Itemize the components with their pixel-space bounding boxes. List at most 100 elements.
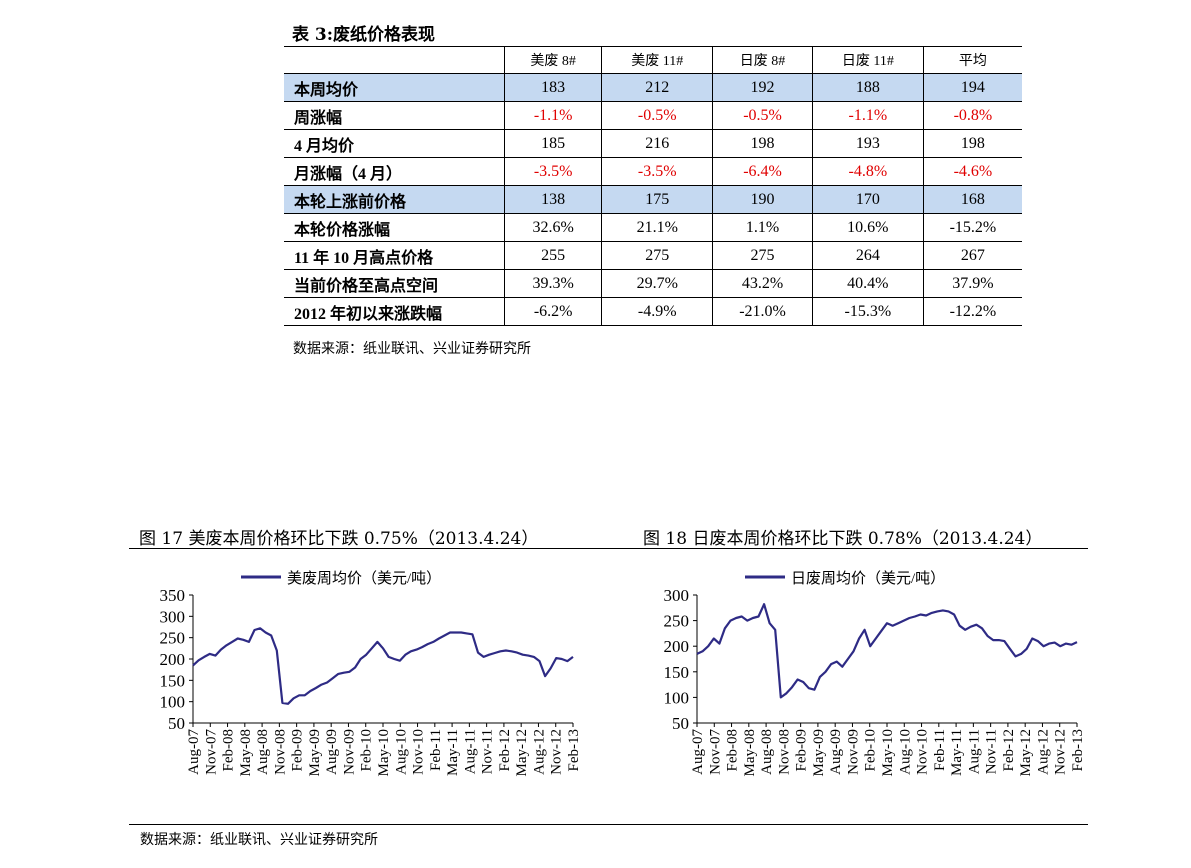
x-tick-label: May-10: [880, 729, 896, 777]
x-tick-label: Feb-13: [566, 729, 582, 772]
row-label: 本轮上涨前价格: [284, 185, 505, 214]
row-label: 4 月均价: [284, 129, 505, 158]
table-cell: 275: [601, 241, 714, 270]
y-tick-label: 200: [160, 650, 186, 669]
x-tick-label: Feb-09: [290, 729, 306, 772]
table-cell: -4.6%: [923, 157, 1022, 186]
header-cell: 日废 8#: [712, 46, 813, 74]
x-tick-label: Feb-11: [428, 729, 444, 771]
table-source-note: 数据来源：纸业联讯、兴业证券研究所: [293, 341, 531, 357]
y-tick-label: 100: [664, 688, 690, 707]
figure-title-rule: [129, 548, 1088, 549]
x-tick-label: Feb-08: [725, 729, 741, 772]
table-cell: 198: [923, 129, 1022, 158]
chart-legend: 日废周均价（美元/吨）: [745, 570, 945, 587]
table-cell: -1.1%: [504, 101, 603, 130]
x-tick-label: Aug-11: [462, 729, 478, 774]
header-cell: [284, 46, 505, 74]
x-tick-label: Feb-10: [359, 729, 375, 772]
y-tick-label: 300: [664, 586, 690, 605]
row-label: 2012 年初以来涨跌幅: [284, 297, 505, 326]
x-tick-label: May-09: [307, 729, 323, 777]
table-cell: 264: [812, 241, 924, 270]
table-cell: -0.5%: [712, 101, 813, 130]
table-cell: 170: [812, 185, 924, 214]
table-cell: 32.6%: [504, 213, 603, 242]
y-tick-label: 50: [672, 714, 689, 733]
x-tick-label: May-11: [445, 729, 461, 776]
series-line: [696, 603, 1078, 699]
y-tick-label: 350: [160, 586, 186, 605]
table-cell: 267: [923, 241, 1022, 270]
x-tick-label: Nov-12: [549, 729, 565, 775]
y-tick-label: 50: [168, 714, 185, 733]
figure-source-note: 数据来源：纸业联讯、兴业证券研究所: [140, 832, 378, 848]
table-cell: -12.2%: [923, 297, 1022, 326]
table-row: 本轮上涨前价格 138 175 190 170 168: [284, 185, 1022, 214]
table-cell: 183: [504, 73, 603, 102]
table-cell: -15.2%: [923, 213, 1022, 242]
x-tick-label: Aug-07: [690, 729, 706, 775]
table-cell: -3.5%: [504, 157, 603, 186]
chart-legend: 美废周均价（美元/吨）: [241, 570, 441, 587]
y-tick-label: 150: [664, 663, 690, 682]
table-cell: 212: [601, 73, 714, 102]
table-title: 表 3:废纸价格表现: [292, 25, 436, 45]
x-tick-label: Nov-11: [480, 729, 496, 774]
x-tick-label: Nov-09: [341, 729, 357, 775]
price-table: 美废 8# 美废 11# 日废 8# 日废 11# 平均 本周均价 183 212 1…: [284, 46, 1022, 326]
x-tick-label: Nov-07: [707, 729, 723, 775]
x-tick-label: May-12: [514, 729, 530, 777]
x-tick-label: May-08: [238, 729, 254, 777]
table-cell: -0.8%: [923, 101, 1022, 130]
x-tick-label: Nov-11: [984, 729, 1000, 774]
x-tick-label: Feb-09: [794, 729, 810, 772]
table-cell: 175: [601, 185, 714, 214]
table-cell: -6.4%: [712, 157, 813, 186]
table-row: 本轮价格涨幅 32.6% 21.1% 1.1% 10.6% -15.2%: [284, 213, 1022, 242]
x-tick-label: Nov-07: [203, 729, 219, 775]
table-row: 周涨幅 -1.1% -0.5% -0.5% -1.1% -0.8%: [284, 101, 1022, 130]
x-tick-label: Aug-10: [393, 729, 409, 775]
x-tick-label: May-10: [376, 729, 392, 777]
x-tick-label: Aug-09: [828, 729, 844, 775]
row-label: 当前价格至高点空间: [284, 269, 505, 298]
x-tick-label: May-08: [742, 729, 758, 777]
table-cell: 1.1%: [712, 213, 813, 242]
table-cell: -21.0%: [712, 297, 813, 326]
legend-label: 美废周均价（美元/吨）: [287, 570, 441, 587]
header-cell: 日废 11#: [812, 46, 924, 74]
table-cell: 193: [812, 129, 924, 158]
x-tick-label: Feb-12: [1001, 729, 1017, 772]
bottom-rule: [129, 824, 1088, 825]
table-cell: 188: [812, 73, 924, 102]
table-cell: -3.5%: [601, 157, 714, 186]
x-tick-label: Aug-11: [966, 729, 982, 774]
header-cell: 美废 8#: [504, 46, 603, 74]
y-tick-label: 150: [160, 671, 186, 690]
table-cell: -15.3%: [812, 297, 924, 326]
y-tick-label: 300: [160, 607, 186, 626]
y-tick-label: 200: [664, 637, 690, 656]
table-cell: -4.8%: [812, 157, 924, 186]
table-cell: 198: [712, 129, 813, 158]
table-cell: -4.9%: [601, 297, 714, 326]
table-cell: 43.2%: [712, 269, 813, 298]
table-cell: 275: [712, 241, 813, 270]
table-cell: 29.7%: [601, 269, 714, 298]
x-tick-label: Aug-08: [759, 729, 775, 775]
figure-18-title: 图 18 日废本周价格环比下跌 0.78%（2013.4.24）: [643, 529, 1043, 549]
x-tick-label: Aug-08: [255, 729, 271, 775]
table-row: 11 年 10 月高点价格 255 275 275 264 267: [284, 241, 1022, 270]
row-label: 本轮价格涨幅: [284, 213, 505, 242]
x-tick-label: Nov-08: [272, 729, 288, 775]
table-cell: 216: [601, 129, 714, 158]
table-cell: 185: [504, 129, 603, 158]
table-row: 2012 年初以来涨跌幅 -6.2% -4.9% -21.0% -15.3% -12.2%: [284, 297, 1022, 326]
x-tick-label: Aug-09: [324, 729, 340, 775]
table-cell: -6.2%: [504, 297, 603, 326]
y-tick-label: 100: [160, 693, 186, 712]
table-row: 4 月均价 185 216 198 193 198: [284, 129, 1022, 158]
x-tick-label: Aug-10: [897, 729, 913, 775]
